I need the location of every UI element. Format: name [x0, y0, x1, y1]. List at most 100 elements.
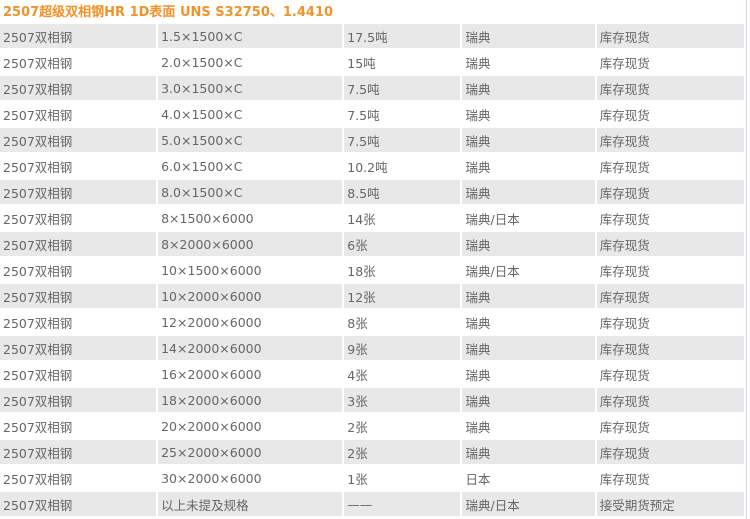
table-row: 2507双相钢 16×2000×6000 4张 瑞典 库存现货 — [0, 362, 744, 386]
spec-cell: 4.0×1500×C — [158, 102, 343, 126]
table-row: 2507双相钢 4.0×1500×C 7.5吨 瑞典 库存现货 — [0, 102, 744, 126]
table-row: 2507双相钢 8.0×1500×C 8.5吨 瑞典 库存现货 — [0, 180, 744, 204]
origin-cell: 瑞典 — [462, 440, 595, 464]
material-cell: 2507双相钢 — [0, 206, 157, 230]
table-row: 2507双相钢 3.0×1500×C 7.5吨 瑞典 库存现货 — [0, 76, 744, 100]
origin-cell: 瑞典 — [462, 76, 595, 100]
page-title: 2507超级双相钢HR 1D表面 UNS S32750、1.4410 — [3, 5, 334, 20]
status-cell: 库存现货 — [596, 388, 744, 412]
page-border — [746, 0, 747, 519]
table-row: 2507双相钢 6.0×1500×C 10.2吨 瑞典 库存现货 — [0, 154, 744, 178]
origin-cell: 瑞典 — [462, 284, 595, 308]
quantity-cell: 10.2吨 — [344, 154, 461, 178]
status-cell: 库存现货 — [596, 232, 744, 256]
table-row: 2507双相钢 14×2000×6000 9张 瑞典 库存现货 — [0, 336, 744, 360]
quantity-cell: 7.5吨 — [344, 128, 461, 152]
quantity-cell: 7.5吨 — [344, 76, 461, 100]
stock-table: 2507双相钢 1.5×1500×C 17.5吨 瑞典 库存现货 2507双相钢 2.0×1… — [0, 22, 746, 518]
spec-cell: 10×1500×6000 — [158, 258, 343, 282]
table-row: 2507双相钢 20×2000×6000 2张 瑞典 库存现货 — [0, 414, 744, 438]
material-cell: 2507双相钢 — [0, 50, 157, 74]
spec-cell: 3.0×1500×C — [158, 76, 343, 100]
spec-cell: 25×2000×6000 — [158, 440, 343, 464]
origin-cell: 日本 — [462, 466, 595, 490]
quantity-cell: 1张 — [344, 466, 461, 490]
material-cell: 2507双相钢 — [0, 102, 157, 126]
quantity-cell: 4张 — [344, 362, 461, 386]
material-cell: 2507双相钢 — [0, 180, 157, 204]
table-row: 2507双相钢 8×1500×6000 14张 瑞典/日本 库存现货 — [0, 206, 744, 230]
origin-cell: 瑞典 — [462, 128, 595, 152]
status-cell: 库存现货 — [596, 466, 744, 490]
origin-cell: 瑞典/日本 — [462, 258, 595, 282]
spec-cell: 16×2000×6000 — [158, 362, 343, 386]
material-cell: 2507双相钢 — [0, 154, 157, 178]
spec-cell: 以上未提及规格 — [158, 492, 343, 516]
spec-cell: 30×2000×6000 — [158, 466, 343, 490]
status-cell: 接受期货预定 — [596, 492, 744, 516]
spec-cell: 2.0×1500×C — [158, 50, 343, 74]
quantity-cell: 7.5吨 — [344, 102, 461, 126]
table-row: 2507双相钢 1.5×1500×C 17.5吨 瑞典 库存现货 — [0, 24, 744, 48]
quantity-cell: 2张 — [344, 440, 461, 464]
table-row: 2507双相钢 5.0×1500×C 7.5吨 瑞典 库存现货 — [0, 128, 744, 152]
spec-cell: 10×2000×6000 — [158, 284, 343, 308]
table-row: 2507双相钢 12×2000×6000 8张 瑞典 库存现货 — [0, 310, 744, 334]
origin-cell: 瑞典 — [462, 180, 595, 204]
table-row: 2507双相钢 2.0×1500×C 15吨 瑞典 库存现货 — [0, 50, 744, 74]
spec-cell: 8.0×1500×C — [158, 180, 343, 204]
quantity-cell: 3张 — [344, 388, 461, 412]
spec-cell: 1.5×1500×C — [158, 24, 343, 48]
material-cell: 2507双相钢 — [0, 362, 157, 386]
spec-cell: 8×1500×6000 — [158, 206, 343, 230]
origin-cell: 瑞典 — [462, 102, 595, 126]
status-cell: 库存现货 — [596, 414, 744, 438]
origin-cell: 瑞典/日本 — [462, 206, 595, 230]
material-cell: 2507双相钢 — [0, 414, 157, 438]
table-row: 2507双相钢 30×2000×6000 1张 日本 库存现货 — [0, 466, 744, 490]
origin-cell: 瑞典 — [462, 388, 595, 412]
quantity-cell: 2张 — [344, 414, 461, 438]
material-cell: 2507双相钢 — [0, 310, 157, 334]
origin-cell: 瑞典 — [462, 310, 595, 334]
status-cell: 库存现货 — [596, 50, 744, 74]
table-row: 2507双相钢 18×2000×6000 3张 瑞典 库存现货 — [0, 388, 744, 412]
status-cell: 库存现货 — [596, 128, 744, 152]
quantity-cell: 15吨 — [344, 50, 461, 74]
status-cell: 库存现货 — [596, 284, 744, 308]
table-row: 2507双相钢 10×1500×6000 18张 瑞典/日本 库存现货 — [0, 258, 744, 282]
spec-cell: 12×2000×6000 — [158, 310, 343, 334]
origin-cell: 瑞典/日本 — [462, 492, 595, 516]
quantity-cell: 9张 — [344, 336, 461, 360]
spec-cell: 5.0×1500×C — [158, 128, 343, 152]
status-cell: 库存现货 — [596, 362, 744, 386]
material-cell: 2507双相钢 — [0, 128, 157, 152]
material-cell: 2507双相钢 — [0, 336, 157, 360]
table-row: 2507双相钢 10×2000×6000 12张 瑞典 库存现货 — [0, 284, 744, 308]
spec-cell: 8×2000×6000 — [158, 232, 343, 256]
quantity-cell: 6张 — [344, 232, 461, 256]
table-row: 2507双相钢 25×2000×6000 2张 瑞典 库存现货 — [0, 440, 744, 464]
status-cell: 库存现货 — [596, 154, 744, 178]
status-cell: 库存现货 — [596, 336, 744, 360]
table-row: 2507双相钢 8×2000×6000 6张 瑞典 库存现货 — [0, 232, 744, 256]
status-cell: 库存现货 — [596, 76, 744, 100]
quantity-cell: 14张 — [344, 206, 461, 230]
status-cell: 库存现货 — [596, 440, 744, 464]
quantity-cell: —— — [344, 492, 461, 516]
origin-cell: 瑞典 — [462, 50, 595, 74]
material-cell: 2507双相钢 — [0, 492, 157, 516]
material-cell: 2507双相钢 — [0, 388, 157, 412]
spec-cell: 6.0×1500×C — [158, 154, 343, 178]
origin-cell: 瑞典 — [462, 414, 595, 438]
origin-cell: 瑞典 — [462, 362, 595, 386]
material-cell: 2507双相钢 — [0, 466, 157, 490]
status-cell: 库存现货 — [596, 180, 744, 204]
material-cell: 2507双相钢 — [0, 24, 157, 48]
quantity-cell: 17.5吨 — [344, 24, 461, 48]
status-cell: 库存现货 — [596, 206, 744, 230]
origin-cell: 瑞典 — [462, 24, 595, 48]
material-cell: 2507双相钢 — [0, 258, 157, 282]
status-cell: 库存现货 — [596, 24, 744, 48]
material-cell: 2507双相钢 — [0, 440, 157, 464]
